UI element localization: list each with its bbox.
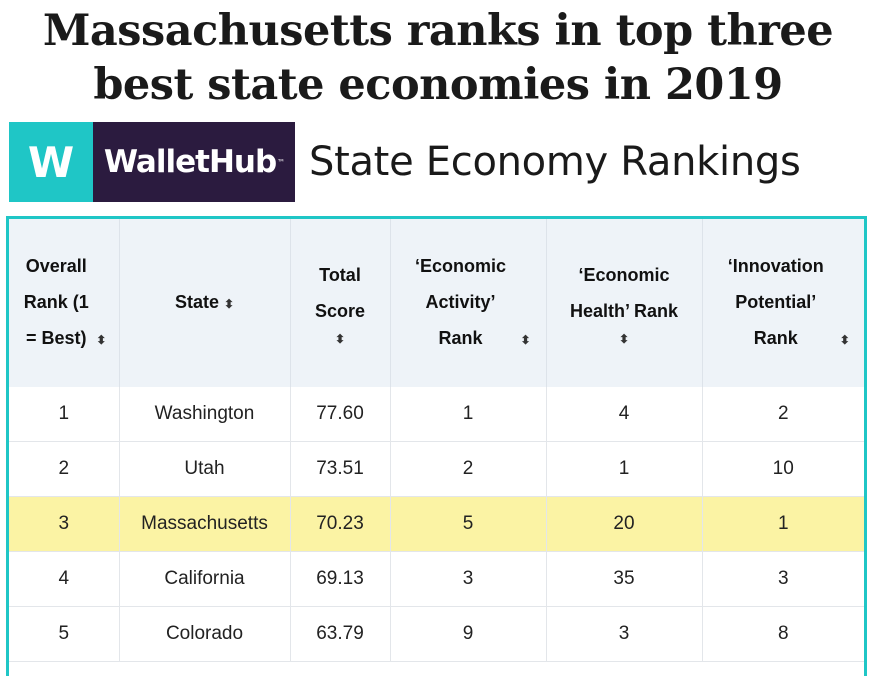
sort-icon[interactable]: ⬍ — [520, 333, 531, 347]
column-header-economic-health[interactable]: ‘Economic Health’ Rank ⬍ — [546, 219, 703, 387]
column-header-label: ‘Economic Health’ Rank — [569, 265, 679, 321]
table-row: 5 Colorado 63.79 9 3 8 — [9, 606, 864, 662]
column-header-label: ‘Economic Activity’ Rank — [414, 256, 506, 348]
cell-rank: 1 — [9, 387, 120, 442]
cell-innovation: 8 — [702, 606, 864, 662]
sort-icon[interactable]: ⬍ — [334, 332, 346, 346]
cell-innovation: 2 — [702, 387, 864, 442]
cell-activity: 5 — [390, 496, 547, 552]
brand-banner: W WalletHub ™ State Economy Rankings — [9, 122, 801, 202]
cell-state: California — [119, 551, 291, 607]
cell-health: 1 — [546, 441, 703, 497]
column-header-economic-activity[interactable]: ‘Economic Activity’ Rank ⬍ — [390, 219, 547, 387]
column-header-overall-rank[interactable]: Overall Rank (1 = Best) ⬍ — [9, 219, 120, 387]
table-header-row: Overall Rank (1 = Best) ⬍ State ⬍ Total Sc… — [9, 219, 864, 387]
table-row: 1 Washington 77.60 1 4 2 — [9, 387, 864, 442]
table-row: 4 California 69.13 3 35 3 — [9, 551, 864, 607]
cell-score: 73.51 — [290, 441, 391, 497]
column-header-label: Total Score — [314, 265, 366, 321]
sort-icon[interactable]: ⬍ — [223, 297, 235, 311]
cell-innovation: 3 — [702, 551, 864, 607]
cell-health: 35 — [546, 551, 703, 607]
cell-score: 70.23 — [290, 496, 391, 552]
cell-health: 20 — [546, 496, 703, 552]
cell-score: 69.13 — [290, 551, 391, 607]
wallethub-logo-icon: W — [9, 122, 93, 202]
cell-score: 63.79 — [290, 606, 391, 662]
column-header-innovation-potential[interactable]: ‘Innovation Potential’ Rank ⬍ — [702, 219, 864, 387]
sort-icon[interactable]: ⬍ — [96, 333, 107, 347]
cell-activity: 1 — [390, 387, 547, 442]
cell-state: Colorado — [119, 606, 291, 662]
cell-state: Washington — [119, 387, 291, 442]
cell-health: 4 — [546, 387, 703, 442]
column-header-state[interactable]: State ⬍ — [119, 219, 291, 387]
cell-state: Massachusetts — [119, 496, 291, 552]
sort-icon[interactable]: ⬍ — [618, 332, 630, 346]
cell-rank: 5 — [9, 606, 120, 662]
rankings-table: Overall Rank (1 = Best) ⬍ State ⬍ Total Sc… — [6, 216, 867, 676]
cell-health: 3 — [546, 606, 703, 662]
headline: Massachusetts ranks in top three best st… — [42, 6, 834, 110]
cell-rank: 2 — [9, 441, 120, 497]
column-header-label: State — [174, 292, 219, 312]
cell-innovation: 1 — [702, 496, 864, 552]
table-row-highlighted: 3 Massachusetts 70.23 5 20 1 — [9, 496, 864, 552]
cell-rank: 4 — [9, 551, 120, 607]
cell-score: 77.60 — [290, 387, 391, 442]
wallethub-logo: WalletHub ™ — [93, 122, 295, 202]
cell-state: Utah — [119, 441, 291, 497]
cell-activity: 9 — [390, 606, 547, 662]
cell-innovation: 10 — [702, 441, 864, 497]
cell-rank: 3 — [9, 496, 120, 552]
cell-activity: 3 — [390, 551, 547, 607]
rankings-title: State Economy Rankings — [309, 139, 801, 185]
table-row: 2 Utah 73.51 2 1 10 — [9, 441, 864, 497]
cell-activity: 2 — [390, 441, 547, 497]
column-header-total-score[interactable]: Total Score ⬍ — [290, 219, 391, 387]
sort-icon[interactable]: ⬍ — [839, 333, 850, 347]
column-header-label: Overall Rank (1 = Best) — [23, 256, 89, 348]
column-header-label: ‘Innovation Potential’ Rank — [727, 256, 824, 348]
